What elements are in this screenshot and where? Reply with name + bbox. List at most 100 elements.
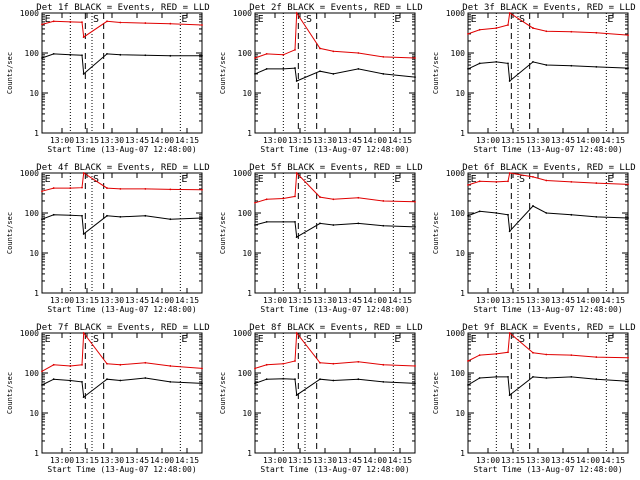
y-tick-label: 100 <box>25 49 40 58</box>
series-lld-point <box>41 190 43 193</box>
y-tick-label: 1000 <box>233 329 252 338</box>
marker-label-e: E <box>394 334 400 345</box>
x-tick-label: 13:30 <box>100 296 124 305</box>
x-tick-label: 13:00 <box>50 456 74 465</box>
series-lld-point <box>169 365 172 367</box>
series-lld-point <box>478 354 481 357</box>
series-lld-point <box>319 47 321 50</box>
series-events-point <box>382 224 385 227</box>
series-lld-point <box>595 182 598 184</box>
y-tick-label: 100 <box>238 209 253 218</box>
x-tick-label: 14:00 <box>150 456 174 465</box>
marker-label-e: E <box>471 174 477 185</box>
series-lld-point <box>201 24 203 26</box>
y-tick-label: 10 <box>242 89 252 98</box>
marker-label-s: S <box>519 174 525 185</box>
y-tick-label: 10 <box>455 409 465 418</box>
series-lld-point <box>357 196 360 199</box>
y-tick-label: 10 <box>29 89 39 98</box>
series-lld-point <box>495 27 498 29</box>
series-events-point <box>119 379 122 382</box>
marker-label-e: E <box>258 334 264 345</box>
series-lld-point <box>144 361 147 364</box>
x-tick-label: 14:15 <box>601 136 625 145</box>
panel-det-1: Det 1f BLACK = Events, RED = LLD 1 10 100 10… <box>6 3 210 154</box>
x-tick-label: 13:30 <box>100 136 124 145</box>
series-events-point <box>495 212 498 214</box>
x-tick-label: 13:00 <box>50 136 74 145</box>
series-lld-point <box>319 361 321 364</box>
x-tick-label: 13:45 <box>338 456 362 465</box>
series-events-point <box>545 64 548 66</box>
series-lld-point <box>508 12 511 14</box>
x-axis-label: Start Time (13-Aug-07 12:48:00) <box>260 305 409 314</box>
y-tick-label: 10 <box>242 409 252 418</box>
panel-det-2: Det 2f BLACK = Events, RED = LLD 1 10 100 10… <box>219 3 423 154</box>
series-lld-point <box>495 353 498 355</box>
x-tick-label: 14:15 <box>388 136 412 145</box>
series-events-point <box>295 394 298 397</box>
series-events-point <box>295 236 298 238</box>
y-tick-label: 10 <box>29 249 39 258</box>
marker-label-e: E <box>45 334 51 345</box>
series-lld-point <box>507 351 509 354</box>
panel-det-8: Det 8f BLACK = Events, RED = LLD 1 10 100 10… <box>219 323 423 474</box>
x-tick-label: 13:45 <box>125 296 149 305</box>
x-tick-label: 13:00 <box>476 136 500 145</box>
series-events-point <box>106 378 108 381</box>
series-lld-line <box>254 171 416 204</box>
series-lld-point <box>81 186 83 189</box>
series-lld-point <box>254 57 256 59</box>
series-lld-point <box>295 12 298 14</box>
series-lld-point <box>106 20 108 23</box>
series-lld-point <box>106 362 108 365</box>
y-tick-label: 1 <box>247 289 252 298</box>
plot-frame <box>41 12 203 134</box>
series-events-point <box>570 213 573 216</box>
y-axis-label: Counts/sec <box>432 372 440 414</box>
x-axis-label: Start Time (13-Aug-07 12:48:00) <box>47 145 196 154</box>
series-events-point <box>169 218 172 221</box>
x-tick-label: 13:45 <box>551 456 575 465</box>
marker-label-e: E <box>607 334 613 345</box>
series-lld-point <box>382 55 385 58</box>
x-tick-label: 13:00 <box>476 456 500 465</box>
y-tick-label: 10 <box>455 249 465 258</box>
series-events-point <box>507 62 509 65</box>
series-lld-point <box>169 188 172 191</box>
series-events-point <box>81 54 83 57</box>
series-lld-point <box>332 362 335 365</box>
series-lld-point <box>332 50 335 53</box>
series-events-line <box>254 378 416 396</box>
series-events-point <box>82 233 85 235</box>
series-events-point <box>357 222 360 225</box>
series-events-point <box>595 215 598 218</box>
y-tick-label: 1 <box>34 129 39 138</box>
series-lld-point <box>265 52 268 55</box>
panel-det-7: Det 7f BLACK = Events, RED = LLD 1 10 100 10… <box>6 323 210 474</box>
series-events-point <box>81 380 83 383</box>
panel-det-6: Det 6f BLACK = Events, RED = LLD 1 10 100 10… <box>432 163 636 314</box>
series-events-line <box>467 205 629 233</box>
x-tick-label: 13:30 <box>313 296 337 305</box>
x-tick-label: 13:45 <box>125 136 149 145</box>
x-tick-label: 14:15 <box>175 296 199 305</box>
series-lld-point <box>82 36 85 38</box>
series-lld-point <box>254 201 256 204</box>
series-lld-point <box>295 332 298 334</box>
x-axis-label: Start Time (13-Aug-07 12:48:00) <box>473 465 622 474</box>
marker-label-s: S <box>93 174 99 185</box>
series-lld-point <box>106 187 108 189</box>
y-tick-label: 1000 <box>233 169 252 178</box>
panel-det-3: Det 3f BLACK = Events, RED = LLD 1 10 100 10… <box>432 3 636 154</box>
series-events-point <box>532 375 534 378</box>
series-events-point <box>81 214 83 217</box>
series-events-line <box>254 67 416 82</box>
panel-title: Det 8f BLACK = Events, RED = LLD <box>249 323 422 333</box>
series-lld-point <box>265 198 268 201</box>
series-lld-point <box>69 187 72 189</box>
x-tick-label: 13:30 <box>313 136 337 145</box>
series-events-point <box>201 217 203 219</box>
series-events-point <box>508 80 511 82</box>
series-events-point <box>144 377 147 379</box>
